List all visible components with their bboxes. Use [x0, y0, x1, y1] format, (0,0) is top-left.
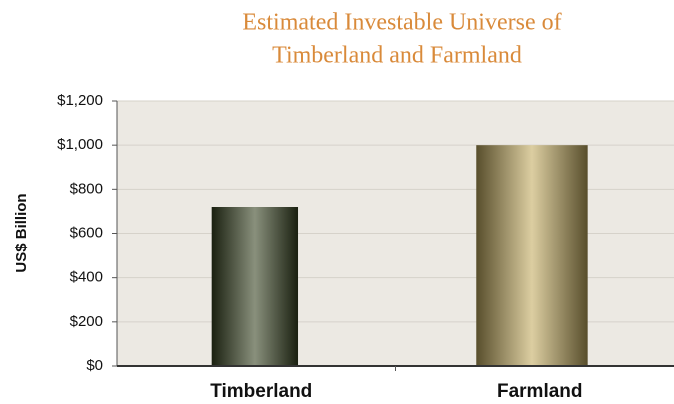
y-tick-label: $1,000 — [57, 136, 103, 153]
chart-title: Timberland and Farmland — [272, 43, 522, 69]
y-tick-label: $400 — [70, 269, 103, 286]
y-tick-label: $1,200 — [57, 92, 103, 109]
y-axis-label: US$ Billion — [13, 193, 30, 272]
bar — [476, 145, 588, 366]
y-tick-label: $600 — [70, 224, 103, 241]
x-tick-label: Farmland — [497, 381, 583, 402]
y-tick-label: $0 — [86, 357, 103, 374]
bar — [211, 207, 299, 366]
chart-title: Estimated Investable Universe of — [242, 10, 561, 36]
x-tick-label: Timberland — [210, 381, 312, 402]
y-tick-label: $800 — [70, 180, 103, 197]
y-tick-label: $200 — [70, 313, 103, 330]
